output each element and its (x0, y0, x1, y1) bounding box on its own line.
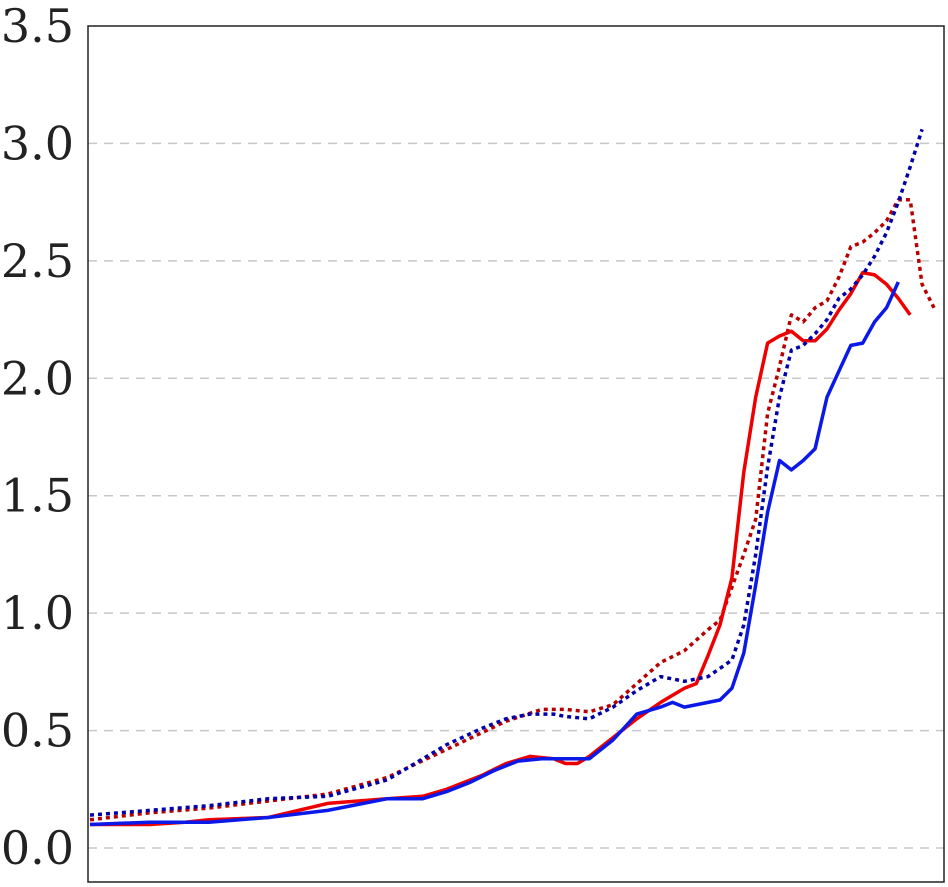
y-tick-label: 2.0 (1, 351, 74, 405)
y-tick-label: 1.5 (1, 469, 74, 523)
plot-frame (87, 25, 945, 883)
y-tick-label: 2.5 (1, 234, 74, 288)
y-tick-labels: 0.0 0.5 1.0 1.5 2.0 2.5 3.0 3.5 (1, 0, 74, 875)
series-line-3 (89, 128, 924, 817)
y-tick-label: 1.0 (1, 586, 74, 640)
y-tick-label: 3.0 (1, 116, 74, 170)
grid-lines (88, 142, 944, 849)
data-series (89, 128, 936, 827)
y-tick-label: 0.0 (1, 821, 74, 875)
y-tick-label: 3.5 (1, 0, 74, 53)
y-tick-label: 0.5 (1, 704, 74, 758)
series-line-1 (89, 198, 936, 822)
series-line-4 (89, 281, 900, 827)
series-line-2 (90, 270, 912, 827)
